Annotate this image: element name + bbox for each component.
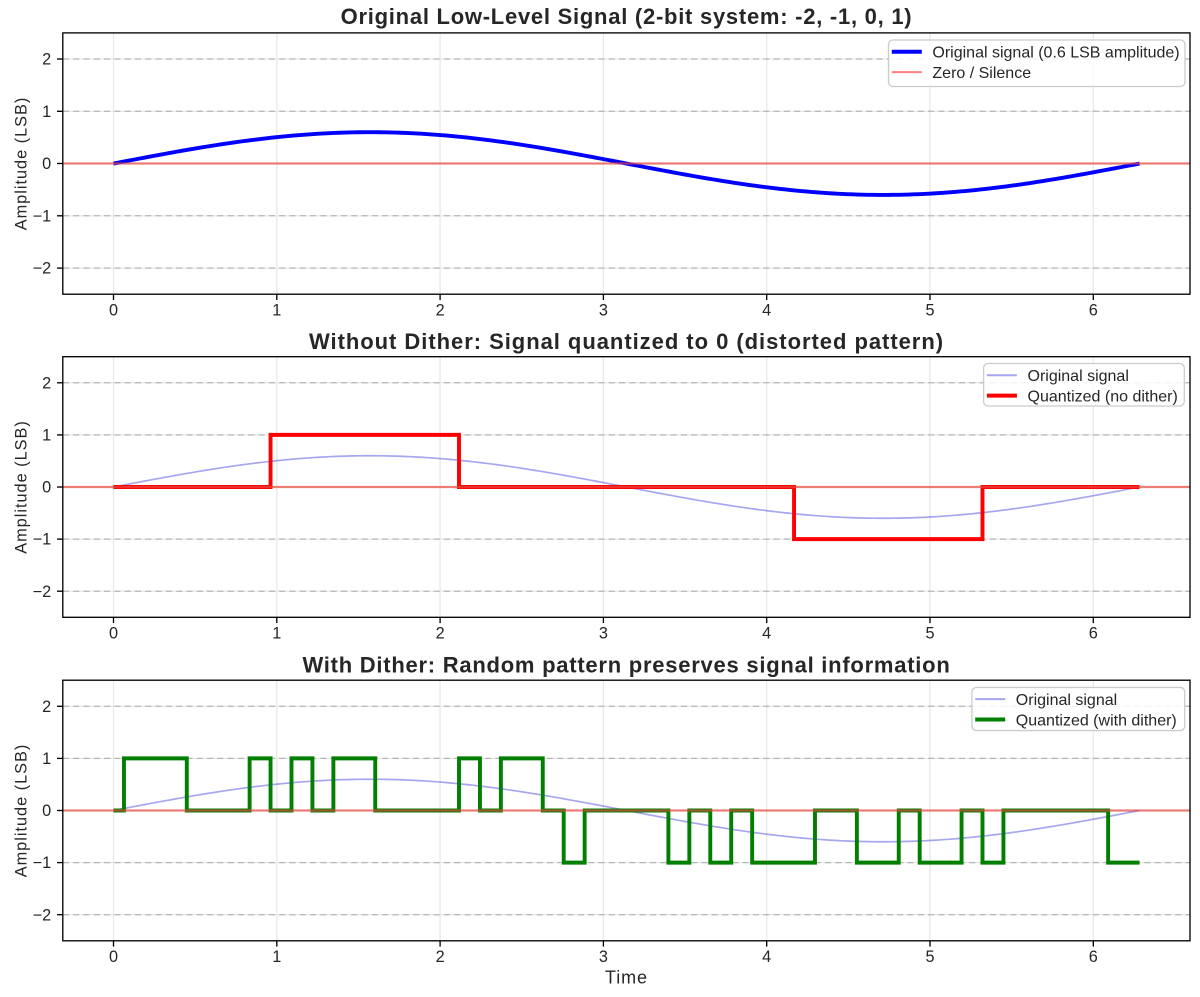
svg-text:6: 6 [1089, 302, 1098, 320]
svg-text:6: 6 [1089, 625, 1098, 643]
svg-text:3: 3 [599, 302, 608, 320]
svg-text:−2: −2 [33, 260, 52, 278]
svg-text:With Dither: Random pattern pr: With Dither: Random pattern preserves si… [302, 653, 950, 678]
svg-text:Without Dither: Signal quantiz: Without Dither: Signal quantized to 0 (d… [309, 329, 944, 354]
svg-text:−1: −1 [33, 207, 52, 225]
svg-text:−2: −2 [33, 906, 52, 924]
svg-text:2: 2 [42, 698, 51, 716]
svg-text:5: 5 [925, 948, 934, 966]
svg-text:Original Low-Level Signal (2-b: Original Low-Level Signal (2-bit system:… [341, 4, 913, 29]
svg-text:Quantized (with dither): Quantized (with dither) [1016, 712, 1177, 729]
svg-text:Quantized (no dither): Quantized (no dither) [1028, 389, 1178, 406]
svg-text:2: 2 [42, 51, 51, 69]
svg-text:Time: Time [605, 967, 648, 987]
svg-text:Original signal (0.6 LSB ampli: Original signal (0.6 LSB amplitude) [932, 45, 1179, 62]
svg-text:Original signal: Original signal [1028, 368, 1129, 385]
svg-text:−1: −1 [33, 531, 52, 549]
svg-text:0: 0 [109, 948, 118, 966]
svg-text:3: 3 [599, 948, 608, 966]
svg-text:2: 2 [436, 948, 445, 966]
svg-text:1: 1 [42, 750, 51, 768]
svg-text:1: 1 [42, 427, 51, 445]
svg-text:1: 1 [42, 103, 51, 121]
svg-text:2: 2 [436, 625, 445, 643]
svg-text:Amplitude (LSB): Amplitude (LSB) [13, 97, 31, 231]
svg-text:−2: −2 [33, 583, 52, 601]
svg-text:−1: −1 [33, 854, 52, 872]
svg-text:0: 0 [42, 155, 51, 173]
svg-text:0: 0 [109, 625, 118, 643]
svg-text:Zero / Silence: Zero / Silence [932, 65, 1031, 82]
svg-text:2: 2 [436, 302, 445, 320]
svg-text:1: 1 [272, 625, 281, 643]
svg-text:6: 6 [1089, 948, 1098, 966]
svg-text:1: 1 [272, 948, 281, 966]
svg-text:5: 5 [925, 302, 934, 320]
svg-text:4: 4 [762, 625, 771, 643]
svg-text:3: 3 [599, 625, 608, 643]
svg-text:2: 2 [42, 374, 51, 392]
svg-text:4: 4 [762, 948, 771, 966]
svg-text:1: 1 [272, 302, 281, 320]
svg-text:5: 5 [925, 625, 934, 643]
svg-text:Amplitude (LSB): Amplitude (LSB) [13, 420, 31, 554]
svg-text:Amplitude (LSB): Amplitude (LSB) [13, 744, 31, 878]
svg-text:0: 0 [42, 479, 51, 497]
svg-text:Original signal: Original signal [1016, 692, 1117, 709]
svg-text:4: 4 [762, 302, 771, 320]
svg-text:0: 0 [109, 302, 118, 320]
svg-text:0: 0 [42, 802, 51, 820]
